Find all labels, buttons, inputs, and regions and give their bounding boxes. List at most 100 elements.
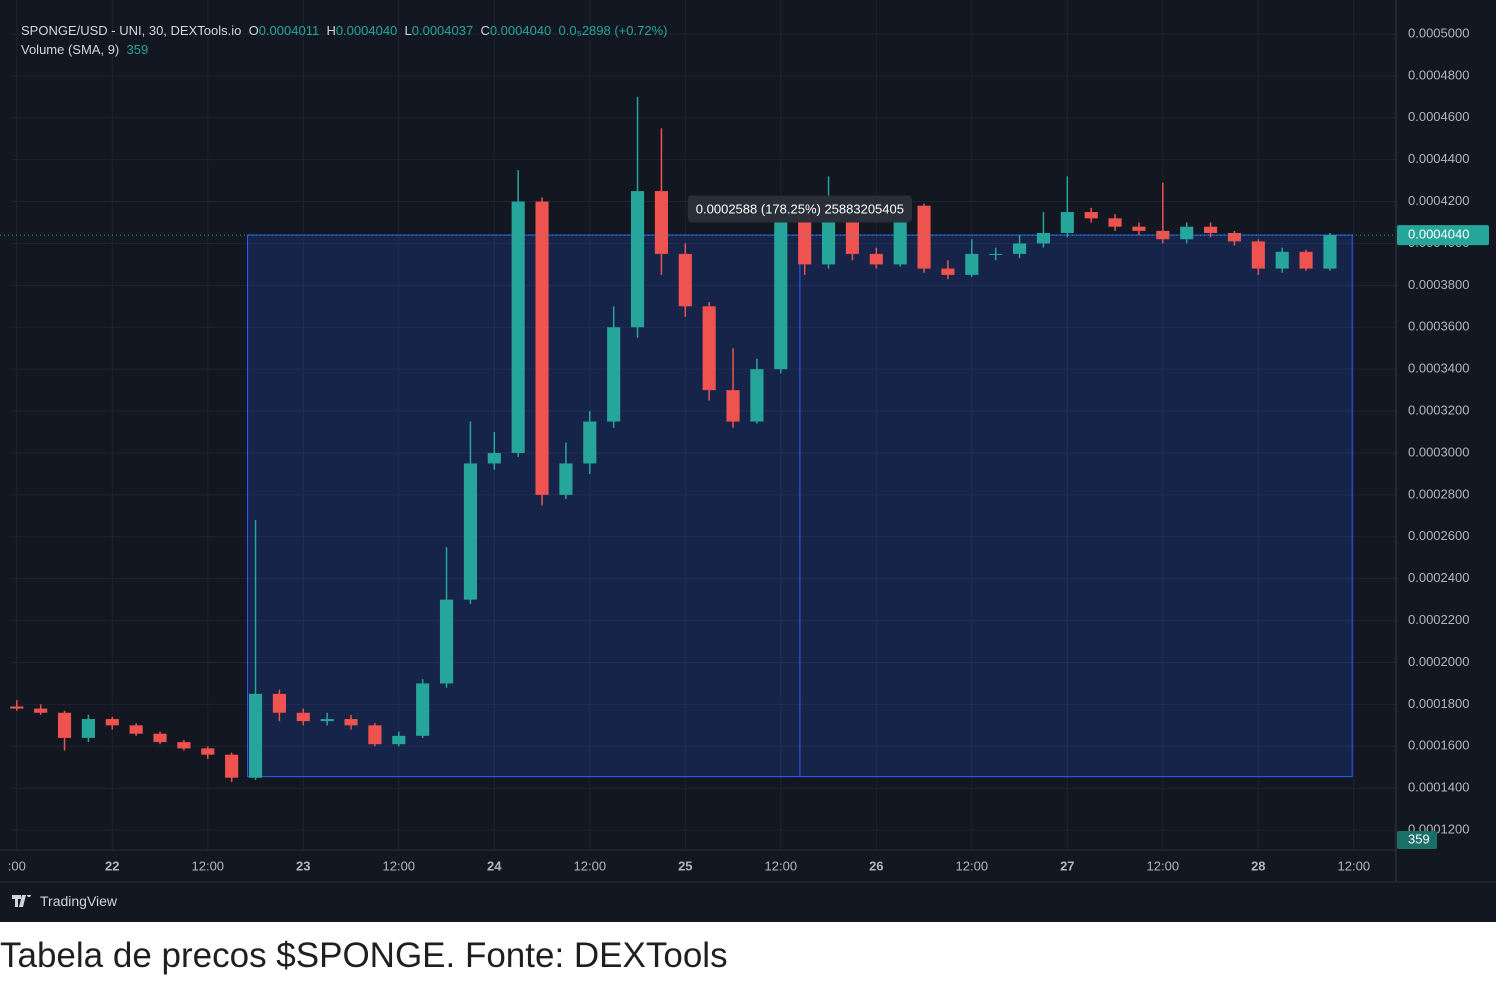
y-tick-label: 0.0004800 bbox=[1408, 67, 1469, 82]
candle-body bbox=[1227, 232, 1242, 242]
chart-panel: 0.0001200 0.0001400 0.0001600 0.0001800 0.00… bbox=[0, 0, 1496, 922]
y-tick-label: 0.0002000 bbox=[1408, 654, 1469, 669]
last-price-label: 0.0004040 bbox=[1408, 227, 1469, 242]
candle-body bbox=[583, 421, 597, 464]
symbol: SPONGE/USD - UNI, 30, DEXTools.io bbox=[21, 23, 242, 38]
candle-body bbox=[392, 735, 406, 745]
candle-body bbox=[1036, 232, 1050, 244]
candle-body bbox=[965, 253, 979, 275]
caption: Tabela de precos $SPONGE. Fonte: DEXTool… bbox=[0, 936, 728, 975]
y-tick-label: 0.0002600 bbox=[1408, 528, 1469, 543]
chart: 0.00012000.00014000.00016000.00018000.00… bbox=[0, 0, 1496, 883]
brand: TradingView bbox=[12, 893, 117, 909]
x-tick-label: :00 bbox=[8, 858, 26, 873]
candle-body bbox=[654, 191, 668, 254]
ohlc-key: C bbox=[480, 23, 490, 38]
candle-body bbox=[1132, 226, 1146, 231]
candle-body bbox=[10, 706, 24, 709]
y-tick-label: 0.0001600 bbox=[1408, 738, 1469, 753]
y-tick-label: 0.0004600 bbox=[1408, 109, 1469, 124]
y-tick-label: 0.0003800 bbox=[1408, 277, 1469, 292]
candle-body bbox=[296, 712, 310, 722]
candle-body bbox=[1156, 230, 1170, 240]
y-tick-label: 0.0001400 bbox=[1408, 780, 1469, 795]
x-tick-label: 12:00 bbox=[383, 858, 416, 873]
x-tick-label: 12:00 bbox=[765, 858, 798, 873]
ohlc-value: 0.0004040 bbox=[489, 23, 552, 38]
y-tick-label: 0.0004200 bbox=[1408, 193, 1469, 208]
candle-body bbox=[607, 327, 621, 422]
candle-body bbox=[1275, 251, 1289, 269]
x-tick-label: 22 bbox=[105, 858, 119, 873]
y-tick-label: 0.0003000 bbox=[1408, 444, 1469, 459]
candle-body bbox=[225, 754, 239, 778]
candle-body bbox=[511, 201, 525, 453]
brand-text: TradingView bbox=[40, 893, 118, 909]
candle-body bbox=[105, 719, 119, 726]
candle-body bbox=[989, 253, 1003, 255]
candle-body bbox=[630, 191, 645, 328]
candle-body bbox=[941, 268, 955, 275]
measure-label: 0.0002588 (178.25%) 25883205405 bbox=[696, 201, 904, 216]
candle-body bbox=[248, 693, 263, 778]
y-tick-label: 0.0002800 bbox=[1408, 486, 1469, 501]
last-price-tag bbox=[1397, 225, 1489, 246]
x-tick-label: 28 bbox=[1251, 858, 1265, 873]
candle-body bbox=[81, 719, 95, 738]
x-tick-label: 23 bbox=[296, 858, 310, 873]
volume-line: Volume (SMA, 9) 359 bbox=[21, 40, 667, 59]
x-tick-label: 12:00 bbox=[1147, 858, 1180, 873]
ohlc-key: L bbox=[404, 23, 412, 38]
y-tick-label: 0.0003200 bbox=[1408, 403, 1469, 418]
y-tick-label: 0.0002400 bbox=[1408, 570, 1469, 585]
candle-body bbox=[1180, 226, 1194, 240]
candle-body bbox=[344, 719, 358, 726]
candle-body bbox=[726, 390, 740, 422]
candle-body bbox=[272, 693, 286, 713]
candle-body bbox=[320, 719, 334, 722]
candle-body bbox=[559, 463, 573, 495]
candle-body bbox=[129, 725, 143, 734]
candle-body bbox=[1012, 243, 1027, 254]
candle-body bbox=[750, 369, 764, 422]
x-tick-label: 24 bbox=[487, 858, 502, 873]
candle-body bbox=[1060, 212, 1074, 233]
x-tick-label: 12:00 bbox=[574, 858, 607, 873]
change: 0.0₅2898 (+0.72%) bbox=[558, 23, 668, 38]
candle-body bbox=[1299, 251, 1313, 269]
x-tick-label: 12:00 bbox=[192, 858, 225, 873]
candle-body bbox=[1323, 235, 1337, 269]
ohlc-value: 0.0004011 bbox=[258, 23, 320, 38]
x-tick-label: 12:00 bbox=[1338, 858, 1371, 873]
candle-body bbox=[177, 742, 191, 749]
x-tick-label: 26 bbox=[869, 858, 883, 873]
candle-body bbox=[201, 748, 215, 755]
candle-body bbox=[535, 201, 549, 495]
legend-header: SPONGE/USD - UNI, 30, DEXTools.io O0.000… bbox=[21, 21, 667, 59]
x-tick-label: 25 bbox=[678, 858, 692, 873]
volume-label: Volume (SMA, 9) bbox=[21, 42, 120, 57]
candle-body bbox=[463, 463, 477, 600]
measure-label-bg bbox=[687, 195, 912, 223]
candle-body bbox=[153, 733, 167, 743]
ohlc-value: 0.0004037 bbox=[411, 23, 474, 38]
candle-body bbox=[678, 253, 692, 307]
brand-logo bbox=[12, 895, 31, 907]
ohlc-key: H bbox=[326, 23, 336, 38]
candle-body bbox=[869, 253, 883, 265]
candle-body bbox=[1203, 226, 1218, 233]
candle-body bbox=[1084, 212, 1098, 219]
candle-body bbox=[774, 212, 788, 370]
ohlc: O0.0004011 H0.0004040 L0.0004037 C0.0004… bbox=[249, 23, 559, 38]
candle-body bbox=[34, 708, 48, 713]
x-tick-label: 27 bbox=[1060, 858, 1074, 873]
volume-value: 359 bbox=[126, 42, 149, 57]
ohlc-key: O bbox=[248, 23, 259, 38]
y-tick-label: 0.0004400 bbox=[1408, 151, 1469, 166]
y-tick-label: 0.0001800 bbox=[1408, 696, 1469, 711]
candle-body bbox=[57, 712, 72, 738]
volume-tag-label: 359 bbox=[1408, 831, 1430, 846]
candle-body bbox=[368, 725, 382, 745]
candle-body bbox=[1251, 241, 1265, 269]
